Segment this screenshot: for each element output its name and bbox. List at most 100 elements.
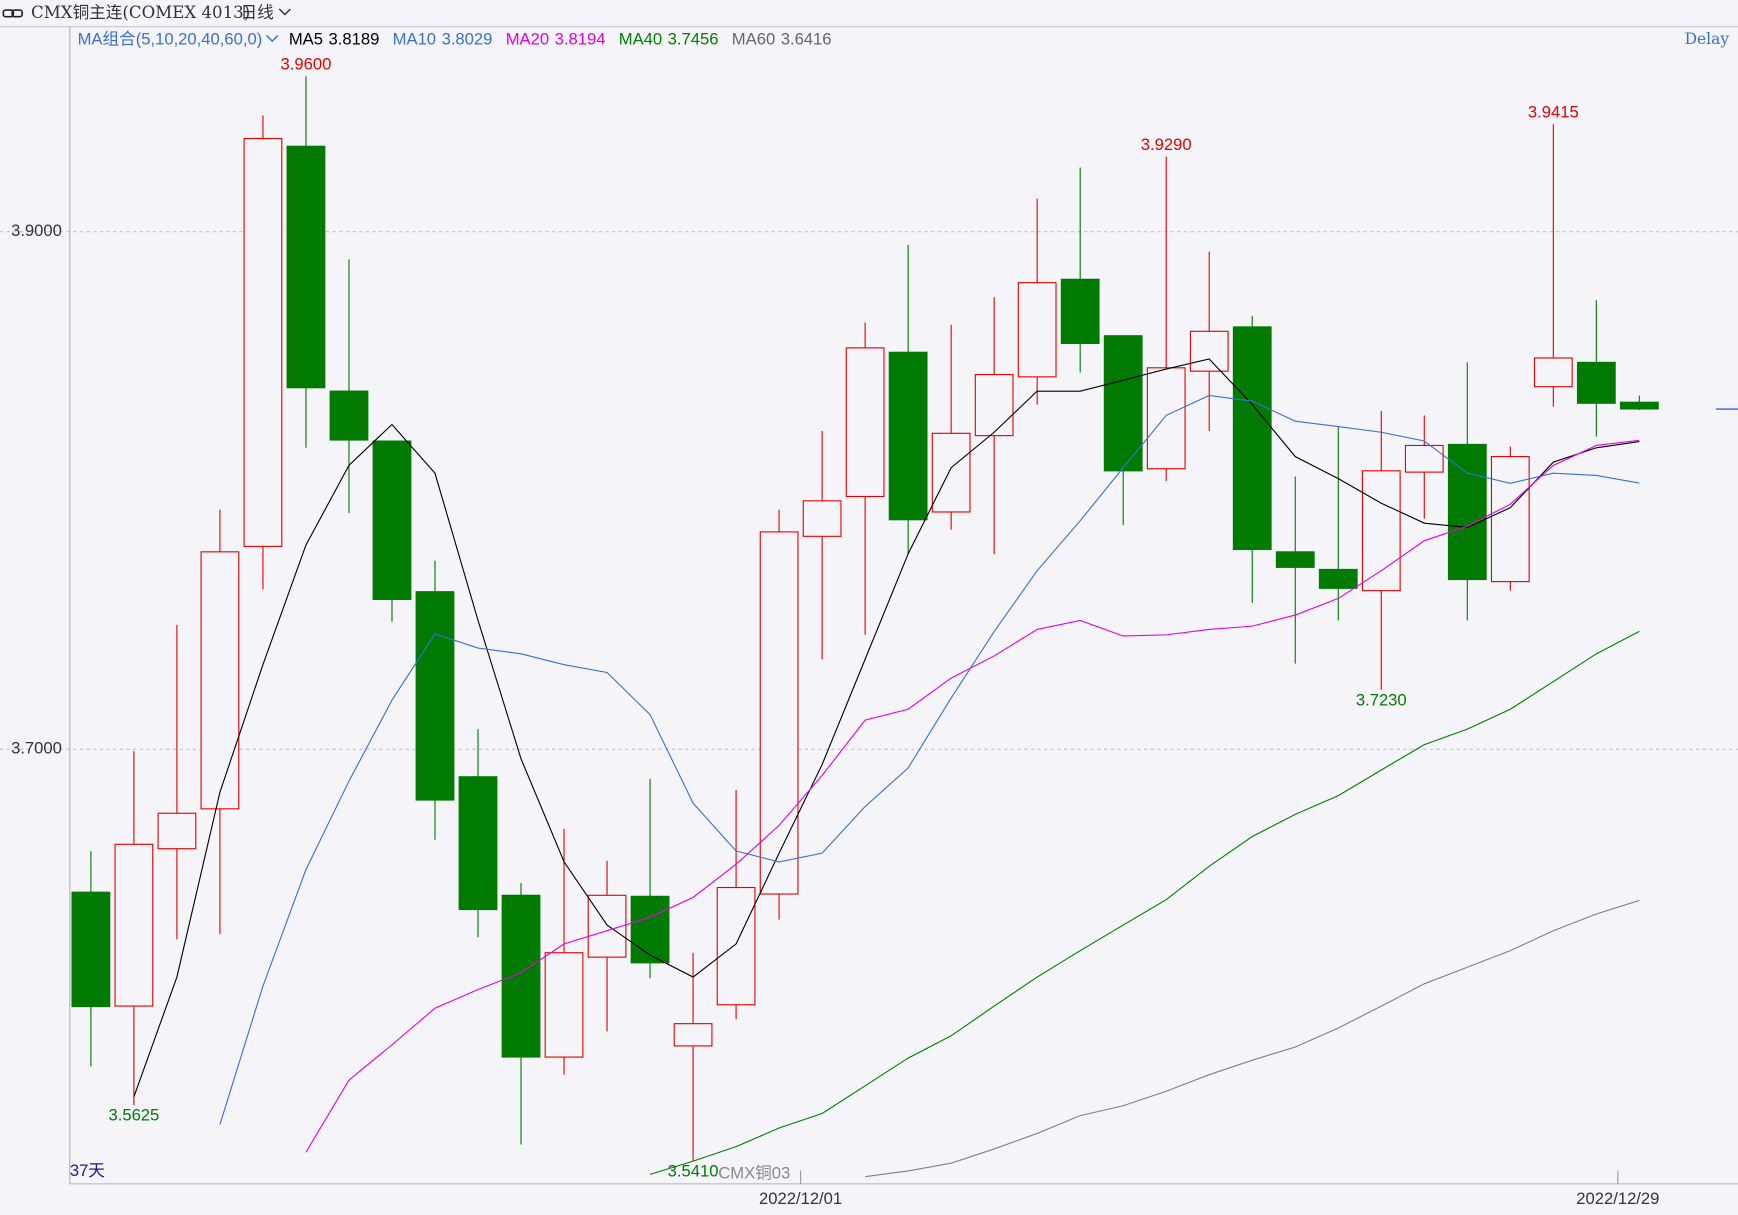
candle bbox=[673, 952, 713, 1161]
candle bbox=[1275, 476, 1315, 664]
ma-line bbox=[305, 439, 1640, 1153]
candle-body bbox=[1275, 551, 1315, 568]
candle-body bbox=[286, 145, 326, 389]
candle bbox=[1189, 251, 1229, 431]
count-label: 37天 bbox=[70, 1161, 105, 1180]
candle-body bbox=[200, 551, 240, 810]
candle-body bbox=[329, 390, 369, 441]
legend-value: 3.8189 bbox=[329, 29, 380, 48]
candle-body bbox=[415, 591, 455, 801]
candle-body bbox=[501, 894, 541, 1058]
legend-name: MA10 bbox=[393, 29, 436, 48]
candle-body bbox=[243, 137, 283, 547]
candle bbox=[802, 430, 842, 660]
candle-body bbox=[1404, 444, 1444, 473]
extreme-label: 3.5625 bbox=[108, 1106, 159, 1125]
candle bbox=[1060, 167, 1100, 373]
candle bbox=[372, 440, 412, 622]
candle-body bbox=[716, 886, 756, 1006]
candle-body bbox=[71, 891, 111, 1008]
candle bbox=[716, 789, 756, 1020]
candle bbox=[1318, 426, 1358, 621]
candle-body bbox=[673, 1023, 713, 1047]
candle bbox=[1146, 156, 1186, 481]
legend-name: MA60 bbox=[732, 29, 775, 48]
candle-body bbox=[845, 347, 885, 498]
status-label: Delay bbox=[1685, 30, 1730, 48]
x-tick-label: 2022/12/29 bbox=[1576, 1189, 1659, 1208]
candle bbox=[1490, 446, 1530, 591]
candle-body bbox=[544, 952, 584, 1058]
candle-body bbox=[630, 895, 670, 964]
ma-line bbox=[649, 630, 1640, 1175]
plot-area bbox=[71, 76, 1659, 1178]
candle bbox=[1576, 300, 1616, 437]
candle bbox=[243, 115, 283, 590]
candle-body bbox=[1490, 456, 1530, 583]
candle-body bbox=[974, 373, 1014, 437]
candle bbox=[630, 778, 670, 979]
candle bbox=[329, 259, 369, 514]
legend-value: 3.8029 bbox=[442, 29, 493, 48]
legend-value: 3.7456 bbox=[668, 29, 719, 48]
candle bbox=[931, 324, 971, 530]
candle-body bbox=[1447, 443, 1487, 581]
extreme-label: 3.9290 bbox=[1141, 135, 1192, 154]
extreme-label: 3.5410 bbox=[668, 1161, 719, 1180]
candle bbox=[415, 560, 455, 840]
candle-body bbox=[1146, 367, 1186, 470]
legend-name: MA40 bbox=[619, 29, 662, 48]
candle-body bbox=[1232, 326, 1272, 551]
candle bbox=[501, 883, 541, 1145]
candle-body bbox=[759, 531, 799, 895]
watermark: CMX铜03 bbox=[718, 1163, 790, 1182]
candle bbox=[1103, 335, 1143, 526]
candle-body bbox=[1060, 278, 1100, 345]
candle bbox=[544, 828, 584, 1075]
candle bbox=[845, 322, 885, 635]
period-selector[interactable]: 日线 bbox=[241, 3, 274, 22]
candle bbox=[458, 729, 498, 938]
candle-body bbox=[931, 432, 971, 513]
candle-body bbox=[1576, 361, 1616, 404]
candle-body bbox=[1533, 357, 1573, 388]
candle-body bbox=[157, 812, 197, 850]
candle-body bbox=[1318, 568, 1358, 589]
ma-group-chevron bbox=[266, 35, 279, 43]
link-icon[interactable] bbox=[2, 9, 23, 18]
legend-value: 3.6416 bbox=[781, 29, 832, 48]
candle-body bbox=[802, 500, 842, 537]
candle bbox=[1619, 395, 1659, 411]
candle-body bbox=[1619, 401, 1659, 410]
period-chevron[interactable] bbox=[278, 8, 291, 16]
candle bbox=[888, 244, 928, 555]
extreme-label: 3.9600 bbox=[281, 55, 332, 74]
ma-group-selector[interactable]: MA组合(5,10,20,40,60,0) bbox=[78, 29, 263, 48]
candle-body bbox=[1361, 470, 1401, 592]
ma-line bbox=[133, 358, 1640, 1098]
candle bbox=[1447, 362, 1487, 621]
candle bbox=[71, 851, 111, 1067]
candle-body bbox=[372, 440, 412, 601]
y-tick-label: 3.9000 bbox=[11, 221, 62, 240]
candle bbox=[759, 509, 799, 920]
candle-body bbox=[1103, 335, 1143, 472]
ma-line bbox=[865, 899, 1640, 1178]
candle-body bbox=[1189, 330, 1229, 372]
extreme-label: 3.7230 bbox=[1356, 690, 1407, 709]
candle bbox=[1017, 198, 1057, 405]
candle bbox=[1232, 315, 1272, 603]
ma-line bbox=[219, 394, 1640, 1125]
candle bbox=[286, 76, 326, 448]
candle bbox=[974, 297, 1014, 555]
candle-body bbox=[1017, 282, 1057, 378]
candle bbox=[1533, 124, 1573, 407]
candle bbox=[114, 751, 154, 1106]
candle-body bbox=[458, 776, 498, 911]
candle-body bbox=[114, 843, 154, 1007]
legend-name: MA5 bbox=[289, 29, 323, 48]
x-tick-label: 2022/12/01 bbox=[759, 1189, 842, 1208]
candle bbox=[200, 509, 240, 934]
